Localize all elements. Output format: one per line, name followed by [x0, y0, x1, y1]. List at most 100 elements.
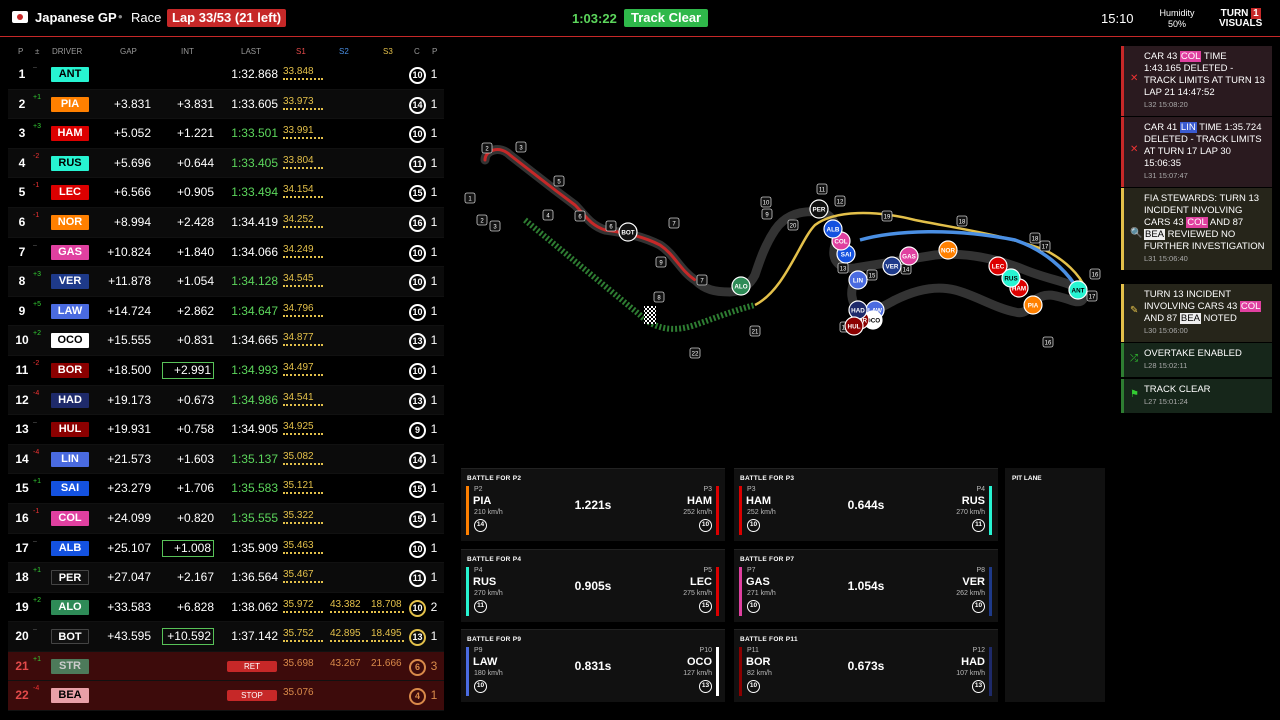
driver-row[interactable]: 14 -4 LIN +21.573 +1.603 1:35.137 35.082 14 1: [8, 444, 444, 475]
leader-tyre-icon: 10: [747, 599, 760, 613]
driver-row[interactable]: 2 +1 PIA +3.831 +3.831 1:33.605 33.973 14 1: [8, 89, 444, 120]
driver-code: STR: [51, 658, 89, 674]
message-fragment: NOTED: [1200, 313, 1237, 324]
driver-row[interactable]: 12 -4 HAD +19.173 +0.673 1:34.986 34.541 13 1: [8, 385, 444, 416]
race-control-message[interactable]: 🔍 FIA STEWARDS: TURN 13 INCIDENT INVOLVIN…: [1121, 188, 1272, 270]
driver-row[interactable]: 5 -1 LEC +6.566 +0.905 1:33.494 34.154 15 1: [8, 178, 444, 208]
track-status-badge: Track Clear: [624, 9, 709, 27]
tyre-compound-icon: 13: [409, 629, 426, 647]
car-marker: [1001, 268, 1021, 288]
car-code: BOT: [621, 229, 634, 236]
message-time: L30 15:06:00: [1144, 326, 1188, 335]
leader-color-bar: [466, 566, 469, 616]
race-control-message[interactable]: ✎ TURN 13 INCIDENT INVOLVING CARS 43 COL …: [1121, 284, 1272, 342]
driver-row[interactable]: 20– BOT +43.595 +10.592 1:37.142 35.752 42.895…: [8, 622, 444, 652]
message-fragment: FIA STEWARDS: TURN 13 INCIDENT INVOLVING…: [1144, 193, 1260, 228]
driver-row[interactable]: 4 -2 RUS +5.696 +0.644 1:33.405 33.804 11 1: [8, 148, 444, 179]
sector-1-time: 35.082: [283, 450, 314, 462]
last-lap-time: 1:34.665: [231, 333, 278, 348]
position-change: +1: [33, 478, 41, 486]
driver-row[interactable]: 10 +2 OCO +15.555 +0.831 1:34.665 34.877 13 1: [8, 326, 444, 356]
chaser-position: P12: [972, 647, 985, 654]
corner-marker: [653, 291, 665, 303]
sector-3-minisectors: [371, 610, 404, 613]
battle-gap: 0.831s: [574, 659, 612, 673]
interval: +3.831: [176, 96, 214, 111]
interval: +1.603: [176, 451, 214, 466]
japan-flag-icon: [12, 11, 28, 23]
battle-card[interactable]: BATTLE FOR P7 P7 GAS 271 km/h 10 1.054s P8 VER 2…: [734, 548, 998, 622]
top-bar: Japanese GP • Race Lap 33/53 (21 left) 1…: [0, 0, 1280, 37]
position: 4: [18, 155, 26, 170]
chequered-flag-icon: [644, 306, 656, 324]
driver-row[interactable]: 15 +1 SAI +23.279 +1.706 1:35.583 35.121 15 1: [8, 474, 444, 504]
corner-marker: [553, 175, 565, 187]
sector-2-minisectors: [330, 640, 368, 643]
driver-row[interactable]: 6 -1 NOR +8.994 +2.428 1:34.419 34.252 16 1: [8, 207, 444, 238]
sector-1-time: 34.545: [283, 273, 314, 285]
car-marker: [844, 316, 864, 336]
last-lap-time: 1:34.647: [231, 303, 278, 318]
driver-row[interactable]: 9 +5 LAW +14.724 +2.862 1:34.647 34.796 10 1: [8, 297, 444, 327]
car-code: VER: [886, 263, 899, 270]
corner-marker: [1039, 240, 1051, 252]
car-marker: [988, 256, 1008, 276]
interval: +0.644: [176, 155, 214, 170]
driver-row[interactable]: 19 +2 ALO +33.583 +6.828 1:38.062 35.972 43.382…: [8, 593, 444, 623]
car-code: GAS: [902, 253, 916, 260]
driver-row[interactable]: 3 +3 HAM +5.052 +1.221 1:33.501 33.991 10 1: [8, 119, 444, 149]
sector-1-minisectors: [283, 521, 323, 524]
sector-1-minisectors: [283, 640, 323, 643]
battle-card[interactable]: BATTLE FOR P4 P4 RUS 270 km/h 11 0.905s P5 LEC 2…: [461, 548, 725, 622]
logo-text: TURN: [1220, 8, 1249, 19]
position: 16: [15, 510, 29, 525]
race-control-message[interactable]: ✕ CAR 43 COL TIME 1:43.165 DELETED - TRAC…: [1121, 46, 1272, 116]
driver-row[interactable]: 16 -1 COL +24.099 +0.820 1:35.555 35.322 15 1: [8, 503, 444, 534]
chaser-code: HAM: [686, 495, 712, 507]
corner-number: 3: [519, 146, 523, 152]
leader-color-bar: [739, 647, 742, 696]
race-control-message[interactable]: ✕ CAR 41 LIN TIME 1:35.724 DELETED - TRAC…: [1121, 117, 1272, 187]
driver-row[interactable]: 18 +1 PER +27.047 +2.167 1:36.564 35.467 11 1: [8, 563, 444, 593]
driver-code: GAS: [51, 244, 89, 260]
battle-card[interactable]: BATTLE FOR P9 P9 LAW 180 km/h 10 0.831s P10 OCO…: [461, 629, 725, 702]
last-lap-time: 1:32.868: [231, 67, 278, 81]
corner-marker: [574, 210, 586, 222]
retired-row[interactable]: 22 -4 BEA STOP 35.076 4 1: [8, 681, 444, 712]
last-lap-time: 1:33.501: [231, 126, 278, 141]
leader-code: RUS: [473, 575, 497, 588]
pit-count: 1: [430, 96, 438, 111]
driver-row[interactable]: 13– HUL +19.931 +0.758 1:34.905 34.925 9 1: [8, 415, 444, 445]
sector-1-time: 34.249: [283, 243, 314, 255]
driver-tag: BEA: [1179, 313, 1201, 324]
col-compound: C: [414, 47, 420, 56]
gap-to-leader: +25.107: [107, 540, 151, 555]
message-type-icon: ⤮: [1130, 352, 1138, 364]
leader-speed: 252 km/h: [747, 509, 776, 516]
driver-row[interactable]: 11 -2 BOR +18.500 +2.991 1:34.993 34.497 10 1: [8, 356, 444, 386]
driver-row[interactable]: 7– GAS +10.824 +1.840 1:34.066 34.249 10 1: [8, 238, 444, 268]
battle-card[interactable]: BATTLE FOR P3 P3 HAM 252 km/h 10 0.644s P4 RUS 2…: [734, 468, 998, 541]
gap-to-leader: +43.595: [107, 629, 151, 644]
driver-row[interactable]: 8 +3 VER +11.878 +1.054 1:34.128 34.545 10 1: [8, 267, 444, 297]
battle-card[interactable]: BATTLE FOR P2 P2 PIA 210 km/h 14 1.221s P3 HAM 2…: [461, 468, 725, 541]
corner-number: 1: [468, 197, 472, 203]
race-control-message[interactable]: ⤮ OVERTAKE ENABLED L28 15:02:11: [1121, 343, 1272, 377]
retired-row[interactable]: 21 +1 STR RET 35.698 43.267 21.666 6 3: [8, 651, 444, 682]
col-s2: S2: [339, 47, 349, 56]
sector-1-time: 35.467: [283, 569, 314, 581]
battle-gap: 1.054s: [847, 578, 885, 593]
gap-to-leader: +19.931: [107, 422, 151, 437]
interval: +1.008: [162, 539, 214, 557]
pit-count: 1: [430, 67, 438, 81]
race-clock: 1:03:22: [572, 11, 617, 26]
chaser-tyre-icon: 13: [699, 680, 712, 693]
driver-row[interactable]: 1– ANT 1:32.868 33.848 10 1: [8, 60, 444, 90]
corner-marker: [816, 183, 828, 195]
race-control-message[interactable]: ⚑ TRACK CLEAR L27 15:01:24: [1121, 379, 1272, 413]
chaser-tyre-icon: 11: [972, 519, 985, 532]
chaser-color-bar: [989, 486, 992, 535]
battle-card[interactable]: BATTLE FOR P11 P11 BOR 82 km/h 10 0.673s P12 HA…: [734, 629, 998, 702]
driver-row[interactable]: 17– ALB +25.107 +1.008 1:35.909 35.463 10 1: [8, 534, 444, 564]
pit-count: 1: [430, 274, 438, 289]
